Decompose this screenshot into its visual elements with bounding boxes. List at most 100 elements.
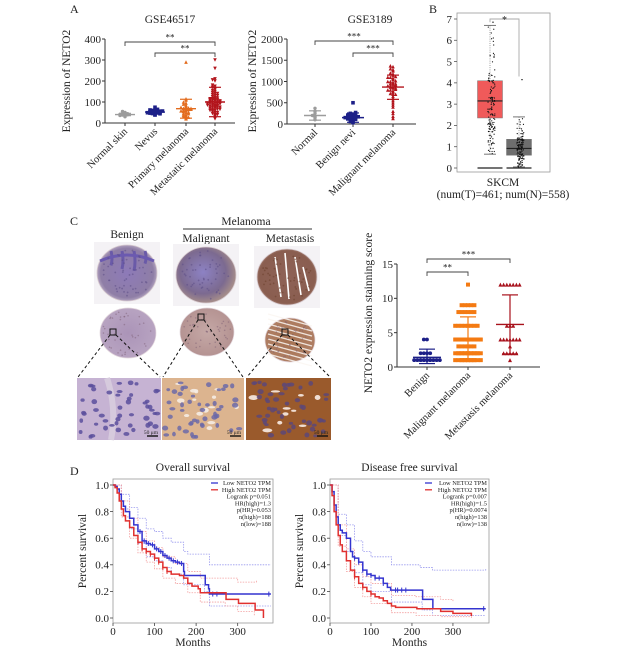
x-tick-label: 100 <box>363 626 380 638</box>
cell-nucleus <box>117 413 123 418</box>
tissue-texture <box>282 356 285 358</box>
tissue-texture <box>138 255 140 258</box>
tissue-texture <box>107 265 110 268</box>
tissue-texture <box>122 269 125 272</box>
data-point <box>434 358 439 363</box>
cell-nucleus <box>143 415 150 421</box>
cell-nucleus <box>180 402 184 408</box>
tissue-texture <box>190 285 193 288</box>
tissue-texture <box>292 333 294 336</box>
cell-nucleus <box>134 382 139 386</box>
data-point <box>218 99 222 103</box>
tissue-texture <box>294 286 297 288</box>
data-point <box>210 90 215 95</box>
cell-gap <box>192 398 197 401</box>
y-tick-label: 0.4 <box>312 560 326 572</box>
tissue-texture <box>272 275 275 278</box>
y-tick-label: 0.2 <box>312 586 326 598</box>
y-tick-label: 500 <box>267 98 284 110</box>
y-tick-label: 5 <box>447 56 453 68</box>
jitter-point <box>521 139 523 141</box>
data-point <box>431 358 436 363</box>
tissue-texture <box>120 333 122 335</box>
data-point <box>184 60 188 64</box>
data-point <box>215 91 220 96</box>
legend-stat: n(high)=188 <box>239 514 271 521</box>
legend-stat: HR(high)=1.3 <box>235 500 271 507</box>
cell-nucleus <box>257 380 262 385</box>
y-tick-label: 0.2 <box>95 586 109 598</box>
tissue-texture <box>119 349 122 352</box>
cell-nucleus <box>171 389 178 394</box>
box-tumor <box>477 21 503 169</box>
tissue-texture <box>276 325 279 327</box>
data-point <box>478 337 483 342</box>
data-point <box>453 351 458 356</box>
tissue-texture <box>203 278 205 281</box>
jitter-point <box>488 134 490 137</box>
tissue-texture <box>114 285 117 287</box>
jitter-point <box>493 97 496 99</box>
jitter-point <box>520 160 522 163</box>
cell-nucleus <box>199 407 206 413</box>
tissue-texture <box>114 271 117 274</box>
tissue-crack <box>267 313 313 327</box>
jitter-point <box>522 139 524 141</box>
jitter-point <box>490 97 492 99</box>
y-tick-label: 4 <box>447 78 453 90</box>
jitter-point <box>493 117 495 120</box>
chart-title: Overall survival <box>156 462 230 474</box>
jitter-point <box>489 140 492 142</box>
tissue-texture <box>184 274 187 277</box>
jitter-point <box>519 143 521 146</box>
legend-stat: n(low)=188 <box>241 521 271 528</box>
y-tick-label: 0.8 <box>312 506 326 518</box>
tissue-texture <box>295 288 298 290</box>
km-series-low <box>330 484 487 616</box>
jitter-point <box>490 89 493 92</box>
cell-nucleus <box>317 417 323 423</box>
data-point <box>418 351 423 356</box>
data-point <box>415 358 420 363</box>
data-point <box>412 358 417 363</box>
cell-nucleus <box>147 404 153 410</box>
legend-entry: Low NETO2 TPM <box>223 480 271 487</box>
tissue-texture <box>185 268 188 271</box>
jitter-point <box>493 133 495 135</box>
jitter-point <box>492 138 494 140</box>
significance-bracket <box>124 41 216 46</box>
tissue-texture <box>190 315 192 318</box>
cell-nucleus <box>215 423 220 428</box>
ihc-tissue-images: Benign Melanoma Malignant Metastasis 50 … <box>77 216 331 441</box>
jitter-point <box>489 123 491 125</box>
data-point <box>393 86 398 90</box>
data-point <box>179 109 183 113</box>
tissue-texture <box>274 295 277 298</box>
jitter-point <box>488 74 490 76</box>
tissue-texture <box>136 351 139 354</box>
cell-nucleus <box>152 412 157 415</box>
data-point <box>459 323 464 328</box>
tissue-texture <box>125 278 128 280</box>
jitter-point <box>520 132 522 135</box>
cell-nucleus <box>202 416 208 422</box>
tissue-label-malignant: Malignant <box>182 233 230 245</box>
jitter-point <box>493 54 495 56</box>
cell-nucleus <box>321 419 326 423</box>
tissue-texture <box>301 337 304 340</box>
y-tick-label: 400 <box>85 34 102 46</box>
jitter-point <box>489 118 491 120</box>
tissue-crack <box>267 333 313 347</box>
data-point <box>428 351 433 356</box>
tissue-texture <box>200 287 203 289</box>
tissue-texture <box>123 315 126 318</box>
cell-nucleus <box>320 429 326 434</box>
tissue-texture <box>217 328 220 331</box>
plot-frame <box>112 478 274 624</box>
jitter-point <box>518 138 520 141</box>
jitter-point <box>489 122 492 124</box>
tissue-texture <box>150 271 153 274</box>
cell-nucleus <box>313 434 318 438</box>
jitter-point <box>517 137 519 139</box>
data-point <box>393 74 398 79</box>
